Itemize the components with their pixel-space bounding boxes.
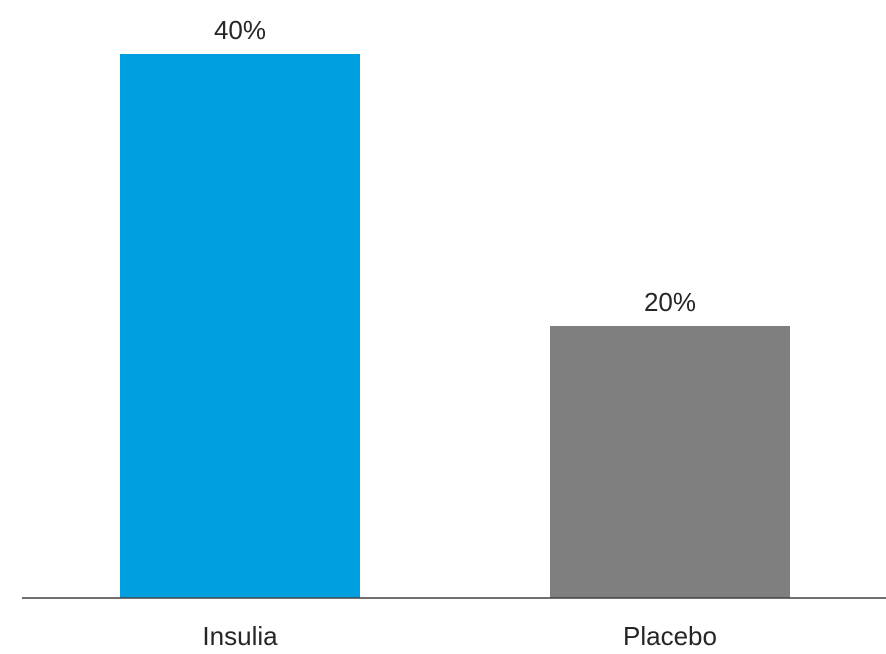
tick-labels-group: Insulia Placebo	[202, 621, 717, 651]
bar-insulia	[120, 54, 360, 598]
bars-group	[120, 54, 790, 598]
value-labels-group: 40% 20%	[214, 15, 696, 317]
value-label-placebo: 20%	[644, 287, 696, 317]
category-label-placebo: Placebo	[623, 621, 717, 651]
bar-placebo	[550, 326, 790, 598]
value-label-insulia: 40%	[214, 15, 266, 45]
category-label-insulia: Insulia	[202, 621, 278, 651]
